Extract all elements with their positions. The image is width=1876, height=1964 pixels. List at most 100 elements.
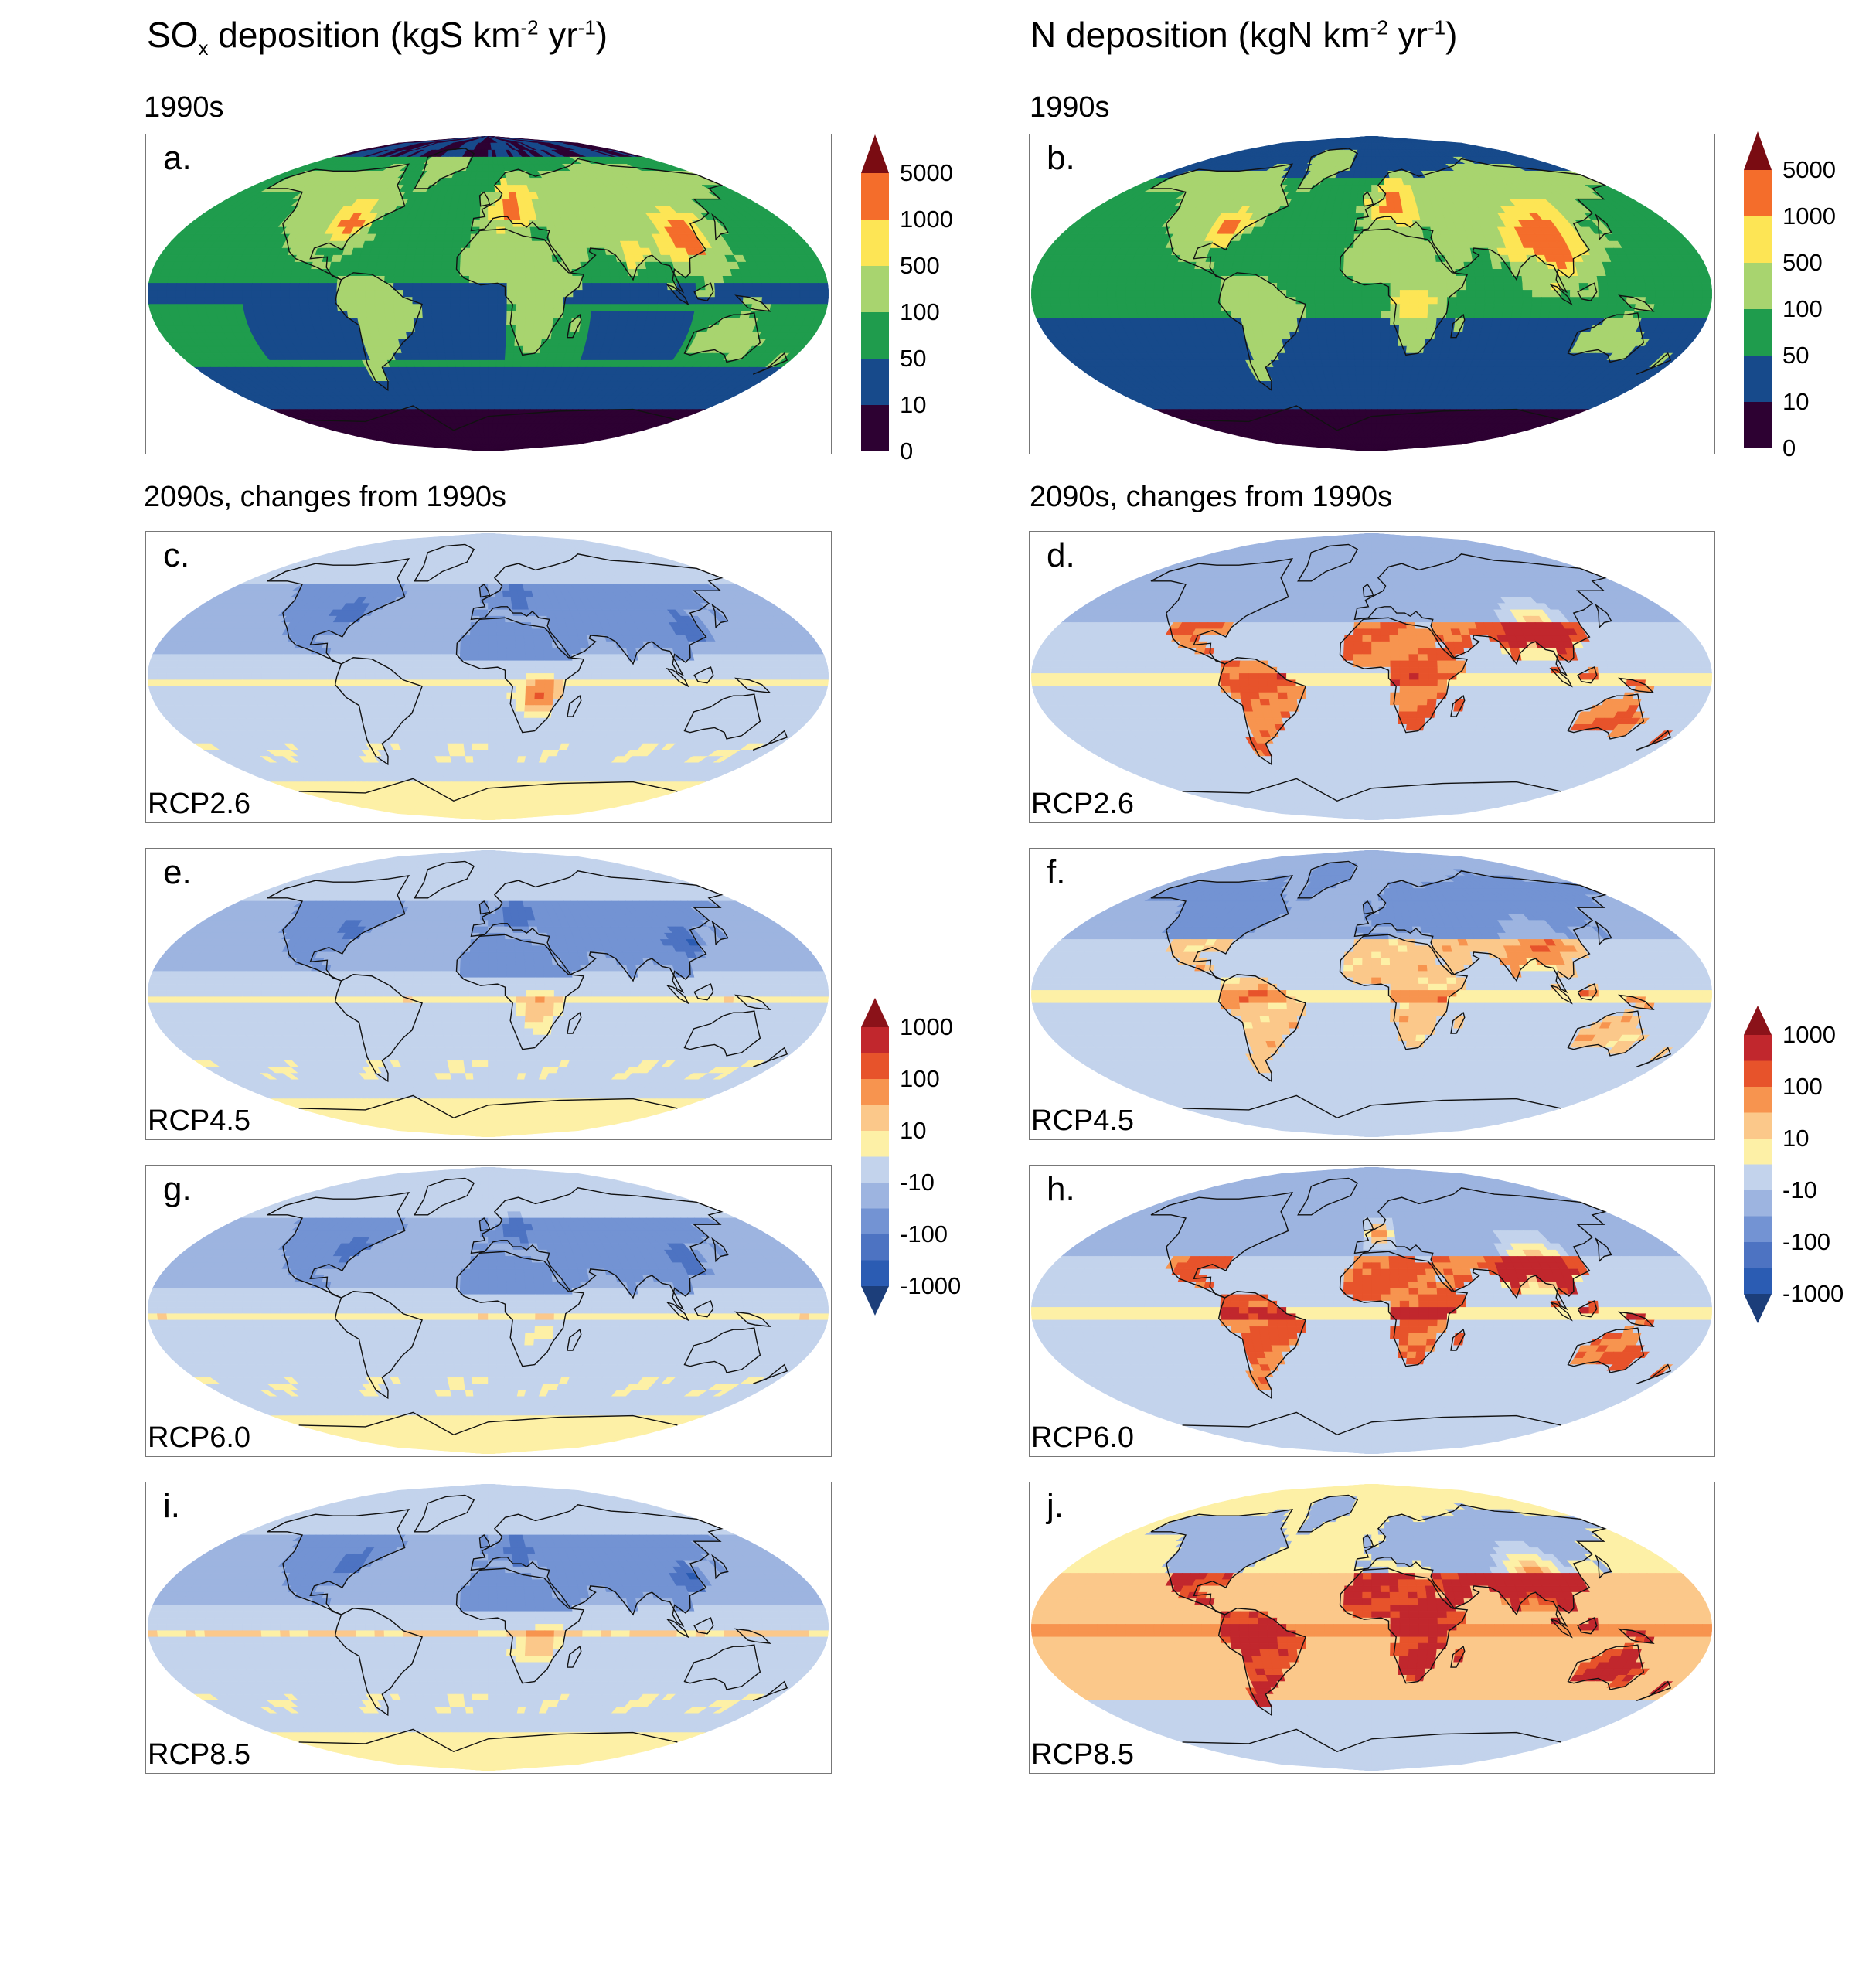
map-h <box>1031 1167 1712 1454</box>
colorbar-tick-label: 100 <box>1782 295 1823 323</box>
colorbar-segment <box>861 1234 889 1261</box>
map-g <box>148 1167 829 1454</box>
map-panel-j: j. RCP8.5 <box>1029 1482 1715 1774</box>
section-label-right-changes: 2090s, changes from 1990s <box>1030 481 1392 514</box>
colorbar-change-right <box>1744 1006 1772 1323</box>
coastlines <box>1150 1494 1672 1753</box>
colorbar-segment <box>861 1156 889 1183</box>
colorbar-tick-label: -10 <box>1782 1176 1817 1204</box>
colorbar-tick-label: 1000 <box>1782 1021 1836 1049</box>
map-field <box>1031 533 1712 820</box>
colorbar-tick-label: 1000 <box>900 1013 953 1041</box>
scenario-label-e: RCP4.5 <box>148 1105 250 1138</box>
colorbar-segment <box>861 405 889 451</box>
panel-label-a: a. <box>163 139 192 178</box>
colorbar-extend-arrow <box>1744 131 1772 170</box>
colorbar-extend-arrow-bottom <box>861 1286 889 1316</box>
colorbar-tick-label: 1000 <box>1782 203 1836 230</box>
map-f <box>1031 850 1712 1137</box>
coastlines <box>1150 543 1672 802</box>
colorbar-segment <box>1744 1035 1772 1061</box>
map-field <box>148 1167 829 1454</box>
map-field <box>148 1484 829 1771</box>
colorbar-segment <box>861 220 889 266</box>
right-column-title: N deposition (kgN km-2 yr-1) <box>1030 14 1457 56</box>
colorbar-segment <box>861 266 889 312</box>
section-label-left-1990s: 1990s <box>144 91 224 124</box>
colorbar-tick-label: 5000 <box>900 159 953 187</box>
colorbar-tick-label: 0 <box>900 437 913 465</box>
colorbar-tick-label: 0 <box>1782 434 1796 462</box>
panel-label-b: b. <box>1047 139 1075 178</box>
section-label-right-1990s: 1990s <box>1030 91 1110 124</box>
colorbar-tick-label: 100 <box>900 1065 940 1093</box>
coastlines <box>1150 860 1672 1119</box>
map-field <box>1031 136 1712 451</box>
colorbar-segment <box>861 1105 889 1132</box>
colorbar-tick-label: -1000 <box>1782 1280 1844 1308</box>
colorbar-tick-label: 100 <box>1782 1073 1823 1101</box>
panel-label-i: i. <box>163 1487 180 1526</box>
map-panel-f: f. RCP4.5 <box>1029 848 1715 1140</box>
panel-label-f: f. <box>1047 853 1065 892</box>
map-b <box>1031 136 1712 451</box>
panel-label-g: g. <box>163 1170 192 1209</box>
map-panel-i: i. RCP8.5 <box>145 1482 832 1774</box>
colorbar-segment <box>861 1027 889 1053</box>
scenario-label-i: RCP8.5 <box>148 1738 250 1772</box>
map-field <box>148 136 829 451</box>
colorbar-segment <box>1744 1112 1772 1139</box>
map-panel-g: g. RCP6.0 <box>145 1165 832 1457</box>
colorbar-segment <box>861 1131 889 1157</box>
map-a <box>148 136 829 451</box>
left-column-title: SOx deposition (kgS km-2 yr-1) <box>147 14 608 60</box>
scenario-label-c: RCP2.6 <box>148 788 250 821</box>
colorbar-tick-label: 10 <box>1782 1125 1809 1152</box>
coastlines <box>1150 1177 1672 1436</box>
colorbar-segment <box>1744 216 1772 263</box>
colorbar-tick-label: 500 <box>900 252 940 280</box>
scenario-label-f: RCP4.5 <box>1031 1105 1134 1138</box>
panel-label-d: d. <box>1047 536 1075 575</box>
colorbar-segment <box>861 1079 889 1105</box>
map-panel-e: e. RCP4.5 <box>145 848 832 1140</box>
map-field <box>148 533 829 820</box>
map-panel-c: c. RCP2.6 <box>145 531 832 823</box>
map-field <box>1031 1484 1712 1771</box>
panel-label-j: j. <box>1047 1487 1064 1526</box>
colorbar-tick-label: -100 <box>1782 1228 1830 1256</box>
colorbar-absolute-left <box>861 134 889 451</box>
map-panel-b: b. <box>1029 134 1715 454</box>
colorbar-tick-label: 50 <box>1782 342 1809 369</box>
colorbar-segment <box>1744 1268 1772 1295</box>
colorbar-segment <box>861 1208 889 1235</box>
scenario-label-h: RCP6.0 <box>1031 1421 1134 1455</box>
colorbar-tick-label: 50 <box>900 345 926 373</box>
colorbar-segment <box>861 1053 889 1080</box>
colorbar-segment <box>861 1183 889 1209</box>
colorbar-segment <box>861 1260 889 1287</box>
colorbar-extend-arrow <box>861 134 889 173</box>
colorbar-segment <box>1744 1060 1772 1088</box>
colorbar-extend-arrow-top <box>1744 1006 1772 1035</box>
panel-label-h: h. <box>1047 1170 1075 1209</box>
coastlines <box>267 1177 788 1436</box>
colorbar-extend-arrow-bottom <box>1744 1294 1772 1323</box>
map-panel-a: a. <box>145 134 832 454</box>
coastlines <box>1149 148 1672 431</box>
map-i <box>148 1484 829 1771</box>
colorbar-tick-label: -1000 <box>900 1272 961 1300</box>
scenario-label-g: RCP6.0 <box>148 1421 250 1455</box>
colorbar-segment <box>1744 1242 1772 1268</box>
colorbar-segment <box>1744 356 1772 402</box>
colorbar-tick-label: 500 <box>1782 249 1823 277</box>
map-field <box>1031 1167 1712 1454</box>
coastlines <box>267 860 788 1119</box>
section-label-left-changes: 2090s, changes from 1990s <box>144 481 506 514</box>
colorbar-tick-label: 5000 <box>1782 156 1836 184</box>
map-c <box>148 533 829 820</box>
coastlines <box>267 543 788 802</box>
colorbar-segment <box>1744 263 1772 309</box>
scenario-label-j: RCP8.5 <box>1031 1738 1134 1772</box>
colorbar-segment <box>1744 1216 1772 1243</box>
